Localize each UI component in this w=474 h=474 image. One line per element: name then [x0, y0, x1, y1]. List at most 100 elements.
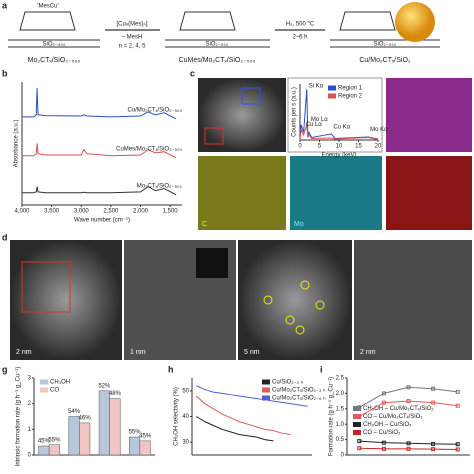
legend-swatch — [40, 379, 48, 385]
legend-swatch — [353, 406, 361, 411]
x-tick-label: 1,500 — [163, 209, 179, 215]
y-tick-label: 2 — [28, 401, 32, 407]
x-tick-label: 2,500 — [103, 209, 119, 215]
legend-label: CO — [50, 388, 59, 394]
x-axis-label: Wave number (cm⁻¹) — [74, 218, 130, 224]
panel-label: h — [168, 364, 174, 374]
panel-label: a — [2, 0, 8, 10]
series-line — [299, 89, 379, 141]
legend-label: CH₃OH – Cu/SiO₂ — [363, 422, 412, 428]
bar — [38, 445, 50, 456]
legend-swatch — [353, 414, 361, 419]
panel-label: d — [2, 232, 8, 242]
series-line — [22, 185, 177, 196]
y-axis-label: Absorbance (a.u.) — [14, 120, 20, 168]
x-tick-label: 5 — [318, 144, 322, 150]
map-si — [386, 78, 472, 152]
bar — [139, 440, 151, 456]
scale-bar: 5 nm — [244, 349, 260, 356]
legend-swatch — [262, 395, 270, 401]
y-tick-label: 2.5 — [336, 376, 345, 382]
peak-label: Mo Kα — [370, 127, 388, 133]
cu-particle — [395, 2, 435, 42]
stem-image — [238, 240, 352, 360]
cluster-markers — [263, 280, 325, 335]
selectivity-label: 55% — [129, 430, 142, 436]
x-tick-label: 0 — [298, 144, 302, 150]
legend-label: Cu/SiO₂₋₂ ₕ — [272, 380, 304, 386]
fft-inset — [196, 248, 228, 278]
panel-label: b — [2, 68, 8, 78]
time: 2–6 h — [292, 35, 307, 41]
panel-label: c — [190, 68, 195, 78]
legend-label: Region 2 — [338, 94, 363, 100]
y-tick-label: 0.5 — [336, 437, 345, 443]
selectivity-label: 45% — [139, 433, 152, 439]
series-line — [22, 88, 177, 120]
scheme — [8, 11, 440, 48]
peak-label: Cu Lα — [306, 122, 323, 128]
label: Cu/Mo₂CTₓ/SiO₂ — [359, 57, 411, 64]
selectivity-label: 46% — [79, 415, 92, 421]
legend-label: Cu/Mo₂CTₓ/SiO₂₋₆ ₕ — [272, 396, 326, 402]
x-tick-label: 2,000 — [133, 209, 149, 215]
x-axis-label: Energy (keV) — [321, 153, 356, 159]
series-line — [196, 385, 308, 407]
y-tick-label: 30 — [182, 440, 189, 446]
selectivity-label: 48% — [109, 391, 122, 397]
legend-label: CH₃OH – Cu/Mo₂CTₓ/SiO₂ — [363, 406, 434, 412]
x-tick-label: 15 — [355, 144, 362, 150]
y-tick-label: 0 — [28, 453, 32, 459]
bar — [79, 422, 91, 456]
x-tick-label: 20 — [375, 144, 382, 150]
bar — [129, 436, 141, 456]
selectivity-label: 52% — [98, 383, 111, 389]
panel-label: g — [2, 364, 8, 374]
bar — [98, 390, 110, 456]
legend-label: Cu/Mo₂CTₓ/SiO₂₋₂ ₕ — [272, 388, 326, 394]
selectivity-label: 54% — [68, 409, 81, 415]
y-axis-label: CH₃OH selectivity (%) — [174, 387, 180, 446]
legend-swatch — [328, 85, 336, 91]
y-tick-label: 1.5 — [336, 406, 345, 412]
peak-label: Mo Lα — [311, 117, 328, 123]
selectivity-label: 45% — [38, 439, 51, 445]
bar — [109, 398, 121, 456]
y-tick-label: 3 — [28, 376, 32, 382]
ligand: 'MesCu' — [37, 4, 58, 10]
map-label: Mo — [294, 221, 304, 228]
label: Mo₂CTₓ/SiO₂₋₅₀₀ — [28, 57, 81, 64]
series-line — [195, 395, 291, 435]
label: CuMes/Mo₂CTₓ/SiO₂₋₅₀₀ — [179, 57, 256, 64]
map-label: C — [202, 221, 207, 228]
x-tick-label: 3,000 — [74, 209, 90, 215]
scale-bar: 1 nm — [130, 349, 146, 356]
y-tick-label: 1.0 — [336, 422, 345, 428]
legend-swatch — [40, 387, 48, 393]
conditions: H₂, 500 °C — [286, 22, 315, 28]
peak-label: Si Kα — [309, 84, 324, 90]
y-tick-label: 0 — [341, 453, 345, 459]
scale-bar: 2 nm — [360, 349, 376, 356]
stem-image — [354, 240, 472, 360]
y-axis-label: Intrinsic formation rate (g h⁻¹ g_Cu⁻¹) — [16, 367, 22, 467]
panel-label: i — [320, 364, 323, 374]
bar — [68, 416, 80, 456]
legend-label: CO – Cu/Mo₂CTₓ/SiO₂ — [363, 414, 423, 420]
region-1 — [241, 87, 261, 105]
surface: SiO₂₋₅₀₀ — [206, 42, 229, 48]
map-cu — [386, 156, 472, 230]
legend-label: CO – Cu/SiO₂ — [363, 430, 401, 436]
x-tick-label: 3,500 — [44, 209, 60, 215]
map-mo — [290, 156, 382, 230]
series-label: Cu/Mo₂CTₓ/SiO₂₋₅₀₀ — [127, 107, 182, 113]
legend-swatch — [262, 387, 270, 393]
x-tick-label: 4,000 — [14, 209, 30, 215]
n-values: n = 2, 4, 5 — [119, 44, 147, 50]
series-line — [299, 124, 379, 141]
selectivity-label: 55% — [48, 437, 61, 443]
legend-swatch — [353, 430, 361, 435]
series-line — [359, 447, 458, 450]
region-2 — [204, 127, 224, 145]
